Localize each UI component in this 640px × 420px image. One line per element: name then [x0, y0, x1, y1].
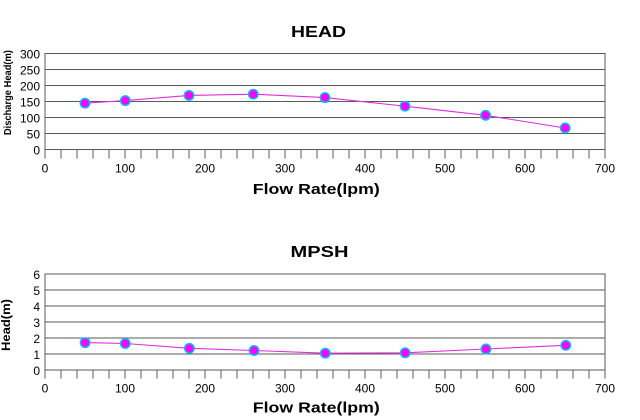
svg-text:Flow Rate(lpm): Flow Rate(lpm)	[253, 182, 380, 198]
svg-text:Flow Rate(lpm): Flow Rate(lpm)	[253, 401, 380, 417]
svg-text:50: 50	[27, 127, 41, 141]
svg-text:100: 100	[115, 382, 135, 396]
svg-text:0: 0	[42, 382, 49, 396]
svg-text:400: 400	[355, 382, 375, 396]
svg-text:200: 200	[20, 79, 40, 93]
svg-text:100: 100	[20, 111, 40, 125]
svg-text:5: 5	[33, 284, 40, 298]
svg-text:700: 700	[595, 382, 615, 396]
svg-text:300: 300	[275, 382, 295, 396]
svg-text:0: 0	[42, 162, 49, 176]
svg-text:MPSH: MPSH	[291, 244, 349, 261]
svg-text:300: 300	[20, 47, 40, 61]
svg-text:4: 4	[33, 300, 40, 314]
svg-text:200: 200	[195, 162, 215, 176]
svg-text:3: 3	[33, 316, 40, 330]
svg-text:2: 2	[33, 332, 40, 346]
svg-text:150: 150	[20, 95, 40, 109]
svg-text:HEAD: HEAD	[291, 24, 346, 41]
svg-text:Head(m): Head(m)	[0, 299, 13, 351]
svg-text:0: 0	[33, 364, 40, 378]
svg-text:400: 400	[355, 162, 375, 176]
svg-text:200: 200	[195, 382, 215, 396]
svg-text:0: 0	[33, 143, 40, 157]
svg-text:100: 100	[115, 162, 135, 176]
svg-text:250: 250	[20, 63, 40, 77]
svg-text:600: 600	[515, 382, 535, 396]
svg-text:500: 500	[435, 162, 455, 176]
svg-text:600: 600	[515, 162, 535, 176]
svg-text:700: 700	[595, 162, 615, 176]
svg-text:500: 500	[435, 382, 455, 396]
svg-text:6: 6	[33, 268, 40, 282]
svg-text:300: 300	[275, 162, 295, 176]
svg-text:Discharge Head(m): Discharge Head(m)	[2, 50, 14, 135]
svg-text:1: 1	[33, 348, 40, 362]
